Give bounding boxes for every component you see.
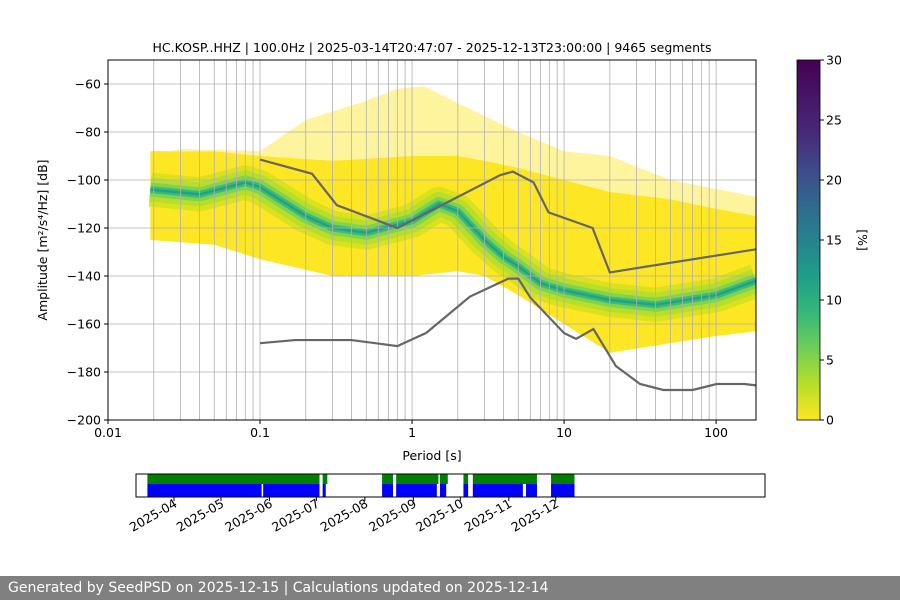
colorbar (796, 59, 821, 421)
data-availability-segment (439, 474, 448, 484)
y-tick-label: −100 (67, 173, 101, 188)
x-axis-label: Period [s] (402, 448, 461, 463)
gap-free-segment (263, 484, 320, 497)
x-tick-label: 0.1 (250, 425, 270, 440)
data-availability-segment (551, 474, 575, 484)
y-tick-label: −60 (75, 77, 101, 92)
colorbar-tick-label: 30 (826, 53, 842, 68)
timeline-tick-label: 2025-11 (462, 496, 515, 535)
timeline-tick-label: 2025-05 (174, 496, 227, 535)
x-tick-label: 0.01 (94, 425, 122, 440)
nlnm-line (259, 277, 756, 392)
gap-free-segment (382, 484, 394, 497)
colorbar-tick-label: 20 (826, 173, 842, 188)
gap-free-segment (147, 484, 262, 497)
chart-title: HC.KOSP..HHZ | 100.0Hz | 2025-03-14T20:4… (153, 40, 712, 55)
y-tick-label: −120 (67, 221, 101, 236)
timeline-tick-label: 2025-12 (509, 496, 562, 535)
gap-free-segment (396, 484, 437, 497)
x-tick-label: 10 (556, 425, 572, 440)
gap-free-segment (551, 484, 575, 497)
gap-free-segment (526, 484, 537, 497)
timeline-tick-label: 2025-06 (222, 496, 275, 535)
y-tick-label: −180 (67, 365, 101, 380)
data-availability-segment (396, 474, 439, 484)
timeline-tick-label: 2025-08 (318, 496, 371, 535)
x-tick-label: 100 (704, 425, 728, 440)
y-tick-label: −160 (67, 317, 101, 332)
colorbar-tick-label: 15 (826, 233, 842, 248)
timeline-tick-label: 2025-04 (127, 496, 180, 535)
data-availability-segment (382, 474, 394, 484)
x-tick-label: 1 (408, 425, 416, 440)
data-availability-segment (472, 474, 537, 484)
footer-text: Generated by SeedPSD on 2025-12-15 | Cal… (0, 576, 900, 600)
sparse-density-region (150, 86, 756, 216)
gap-free-segment (472, 484, 523, 497)
y-tick-label: −80 (75, 125, 101, 140)
colorbar-tick-label: 10 (826, 293, 842, 308)
colorbar-tick-label: 0 (826, 413, 834, 428)
gap-free-segment (439, 484, 447, 497)
timeline-frame (135, 473, 766, 498)
plot-frame (107, 59, 757, 421)
gap-free-segment (322, 484, 326, 497)
nhnm-line (259, 158, 756, 274)
y-tick-label: −140 (67, 269, 101, 284)
y-axis-label: Amplitude [m²/s⁴/Hz] [dB] (35, 159, 50, 320)
gap-free-segment (463, 484, 469, 497)
colorbar-tick-label: 25 (826, 113, 842, 128)
data-availability-segment (463, 474, 469, 484)
colorbar-tick-label: 5 (826, 353, 834, 368)
timeline-tick-label: 2025-07 (269, 496, 322, 535)
colorbar-label: [%] (855, 229, 870, 251)
timeline-tick-label: 2025-10 (413, 496, 466, 535)
data-availability-segment (147, 474, 320, 484)
timeline-tick-label: 2025-09 (366, 496, 419, 535)
data-availability-segment (322, 474, 328, 484)
y-tick-label: −200 (67, 413, 101, 428)
